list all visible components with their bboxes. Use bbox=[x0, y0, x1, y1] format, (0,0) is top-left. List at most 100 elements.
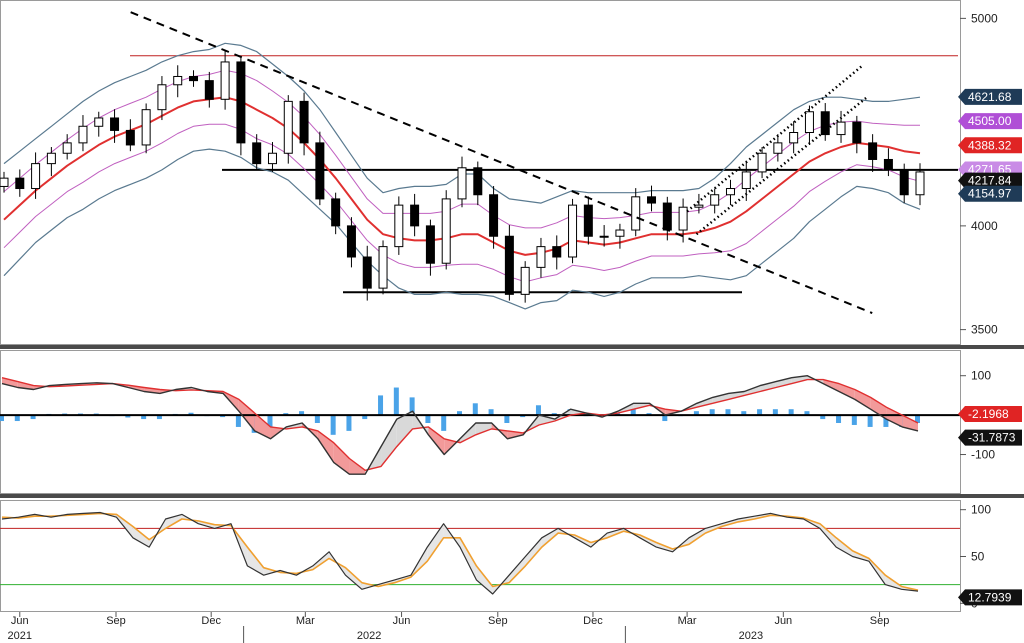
x-tick-label: Jun bbox=[774, 615, 792, 627]
candle-down bbox=[820, 111, 830, 136]
candle bbox=[362, 245, 372, 301]
candle-up bbox=[46, 152, 56, 165]
stochastic-fill-segment bbox=[460, 537, 477, 580]
value-tag-box bbox=[958, 405, 1022, 422]
candle-up bbox=[804, 111, 814, 133]
macd-histogram-bar bbox=[836, 415, 842, 423]
candle-down bbox=[410, 204, 420, 227]
macd-histogram-bar bbox=[346, 415, 352, 431]
stochastic-fill-segment bbox=[247, 547, 264, 576]
candle bbox=[789, 121, 799, 154]
macd-histogram-bar bbox=[488, 409, 494, 416]
stochastic-fill-segment bbox=[819, 523, 837, 548]
candle-up bbox=[31, 163, 41, 190]
y-tick-label: 5000 bbox=[971, 11, 998, 25]
candle bbox=[110, 109, 120, 143]
candle bbox=[299, 92, 309, 156]
candle-up bbox=[62, 142, 72, 154]
candle bbox=[899, 163, 909, 204]
candle-up bbox=[220, 61, 230, 100]
year-label: 2023 bbox=[739, 630, 763, 642]
value-tag-label: 12.7939 bbox=[968, 590, 1012, 604]
candle bbox=[489, 186, 499, 249]
stochastic-fill-segment bbox=[345, 567, 362, 590]
stochastic-fill-segment bbox=[689, 528, 706, 545]
candle bbox=[852, 115, 862, 154]
candle bbox=[378, 240, 388, 295]
candle-up bbox=[536, 246, 546, 268]
candle bbox=[78, 115, 88, 152]
candle bbox=[204, 71, 214, 108]
candle bbox=[173, 65, 183, 98]
candle-up bbox=[757, 152, 767, 173]
value-tag: -2.1968 bbox=[958, 405, 1022, 422]
candle bbox=[568, 198, 578, 264]
macd-fill-segment bbox=[744, 385, 761, 396]
candle-up bbox=[836, 121, 846, 136]
x-tick-label: Jun bbox=[11, 615, 29, 627]
macd-histogram-bar bbox=[472, 403, 478, 416]
y-tick-label: -100 bbox=[971, 448, 995, 462]
candle-up bbox=[789, 132, 799, 144]
macd-histogram-bar bbox=[362, 415, 368, 420]
macd-fill-segment bbox=[381, 419, 397, 467]
candle bbox=[283, 95, 293, 164]
candle bbox=[220, 50, 230, 110]
candle bbox=[189, 70, 199, 87]
value-tag-box bbox=[958, 185, 1022, 202]
candle bbox=[457, 156, 467, 208]
x-tick-label: Mar bbox=[678, 615, 697, 627]
trendline-dotted bbox=[686, 65, 863, 213]
macd-histogram-bar bbox=[504, 415, 510, 423]
y-tick-label: 50 bbox=[971, 550, 985, 564]
x-tick-label: Jun bbox=[393, 615, 411, 627]
macd-fill-segment bbox=[839, 383, 855, 400]
candle bbox=[94, 111, 104, 137]
candle-up bbox=[441, 198, 451, 264]
candle-up bbox=[599, 235, 609, 238]
macd-histogram-bar bbox=[867, 415, 873, 427]
macd-histogram-bar bbox=[772, 409, 778, 416]
macd-panel-frame bbox=[0, 350, 961, 494]
macd-histogram-bar bbox=[235, 415, 241, 427]
candle bbox=[678, 198, 688, 243]
candle-down bbox=[552, 246, 562, 258]
value-tag: 12.7939 bbox=[958, 589, 1022, 606]
year-label: 2022 bbox=[357, 630, 381, 642]
candle bbox=[267, 142, 277, 172]
candle bbox=[883, 148, 893, 177]
candle-down bbox=[852, 121, 862, 144]
macd-histogram-bar bbox=[804, 411, 810, 416]
candle-down bbox=[489, 194, 499, 237]
candle-down bbox=[204, 80, 214, 100]
macd-line bbox=[1, 375, 919, 475]
macd-fill-segment bbox=[775, 377, 792, 388]
candle bbox=[441, 190, 451, 270]
macd-fill-segment bbox=[2, 377, 18, 388]
macd-fill-segment bbox=[333, 442, 350, 475]
macd-histogram-bar bbox=[425, 415, 431, 423]
panel-divider-top bbox=[0, 345, 1024, 349]
candle bbox=[757, 147, 767, 179]
stochastic-fill-segment bbox=[427, 523, 444, 562]
stochastic-fill-segment bbox=[476, 565, 493, 594]
candle bbox=[599, 225, 609, 247]
candle-down bbox=[299, 100, 309, 144]
macd-histogram-bar bbox=[915, 415, 920, 423]
price-panel-frame bbox=[0, 0, 961, 345]
macd-fill-segment bbox=[475, 423, 492, 435]
candle-up bbox=[725, 188, 735, 196]
y-tick-label: 100 bbox=[971, 503, 991, 517]
macd-histogram-bar bbox=[156, 415, 162, 420]
x-tick-label: Dec bbox=[583, 615, 603, 627]
stochastic-fill-segment bbox=[541, 528, 559, 548]
value-tag-box bbox=[958, 172, 1022, 189]
candle-up bbox=[394, 204, 404, 248]
price-panel bbox=[0, 11, 958, 314]
candle bbox=[331, 192, 341, 235]
candle-up bbox=[694, 204, 704, 208]
candle bbox=[141, 103, 151, 154]
macd-histogram-bar bbox=[630, 409, 636, 416]
macd-signal-line bbox=[1, 377, 919, 471]
